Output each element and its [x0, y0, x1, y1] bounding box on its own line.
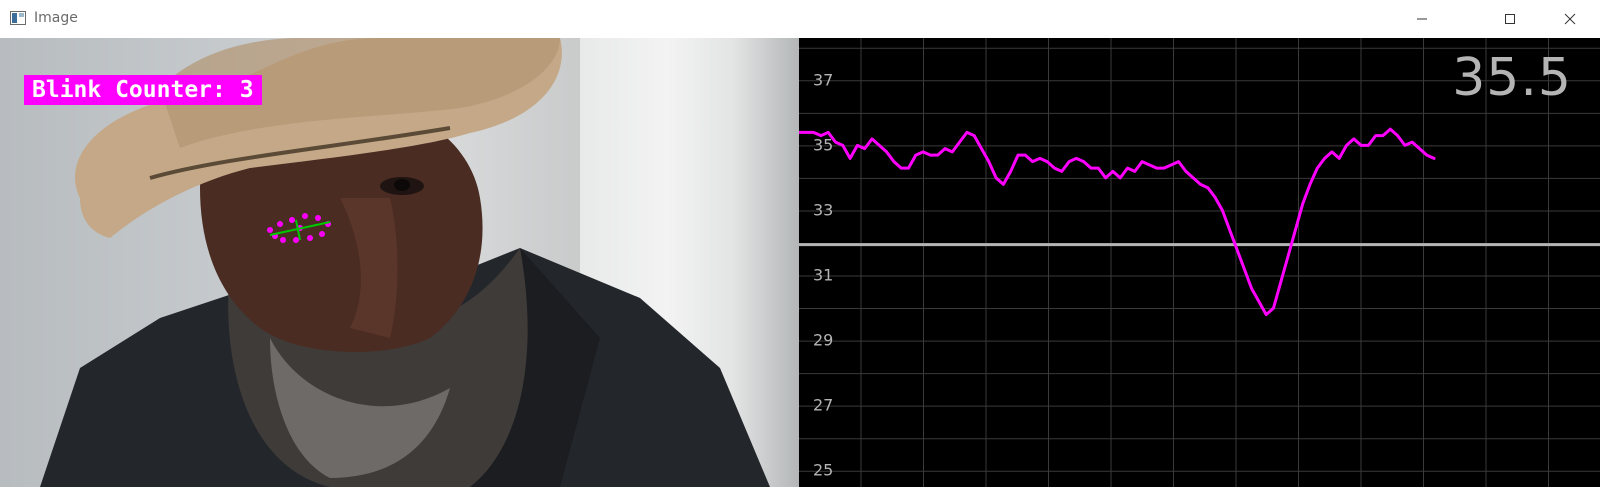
- eye-horizontal-line: [269, 221, 331, 236]
- y-tick-label: 29: [813, 331, 833, 350]
- landmark-point: [267, 227, 273, 233]
- landmark-point: [277, 221, 283, 227]
- minimize-button[interactable]: [1394, 0, 1450, 38]
- blink-ratio-graph: 37 35 33 31 29 27 25 35.5: [799, 38, 1600, 487]
- y-tick-label: 31: [813, 266, 833, 285]
- y-tick-label: 25: [813, 461, 833, 480]
- landmark-point: [315, 215, 321, 221]
- landmark-point: [319, 231, 325, 237]
- current-value-readout: 35.5: [1452, 48, 1572, 108]
- eye-vertical-line: [295, 219, 301, 241]
- graph-plot: 37 35 33 31 29 27 25: [799, 38, 1600, 487]
- window-title: Image: [34, 10, 78, 26]
- landmark-point: [280, 237, 286, 243]
- app-window-icon: [10, 11, 26, 25]
- person-portrait: [40, 38, 770, 487]
- title-bar: Image: [0, 0, 1602, 38]
- maximize-icon: [1505, 14, 1515, 24]
- landmark-point: [293, 237, 299, 243]
- blink-counter-label: Blink Counter: 3: [24, 75, 262, 105]
- close-icon: [1564, 13, 1576, 25]
- eye-landmarks-overlay: [267, 213, 331, 243]
- close-button[interactable]: [1542, 0, 1598, 38]
- series-line: [799, 127, 1436, 317]
- landmark-point: [307, 235, 313, 241]
- maximize-button[interactable]: [1482, 0, 1538, 38]
- y-tick-label: 35: [813, 135, 833, 154]
- y-tick-label: 33: [813, 200, 833, 219]
- window-border: [1600, 0, 1602, 487]
- minimize-icon: [1417, 18, 1427, 20]
- y-tick-label: 37: [813, 70, 833, 89]
- image-canvas: Blink Counter: 3 37 35 33 31 29 27 25 35.5: [0, 38, 1600, 487]
- y-tick-label: 27: [813, 396, 833, 415]
- video-frame: Blink Counter: 3: [0, 38, 799, 487]
- landmark-point: [289, 217, 295, 223]
- landmark-point: [302, 213, 308, 219]
